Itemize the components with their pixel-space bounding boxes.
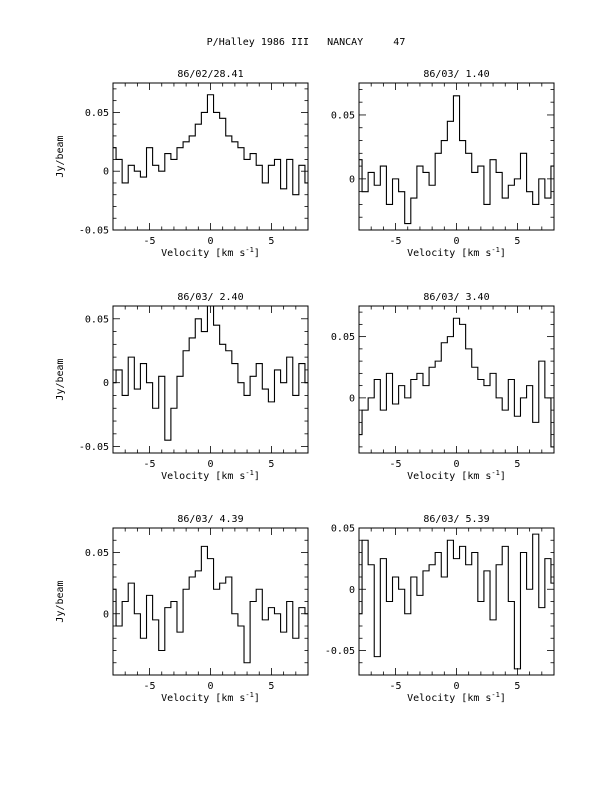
x-axis-label: Velocity [km s-1] bbox=[161, 246, 260, 259]
page-title: P/Halley 1986 III NANCAY 47 bbox=[206, 37, 406, 48]
y-tick-label: 0.05 bbox=[85, 548, 109, 559]
x-tick-label: 0 bbox=[453, 236, 459, 247]
spectrum-line bbox=[113, 305, 308, 441]
y-axis-label: Jy/beam bbox=[55, 358, 66, 400]
panel-title: 86/03/ 3.40 bbox=[423, 292, 489, 303]
plot-frame bbox=[112, 82, 309, 231]
y-axis-label: Jy/beam bbox=[55, 135, 66, 177]
spectrum-line bbox=[359, 317, 554, 448]
x-tick-label: 5 bbox=[268, 236, 274, 247]
panel-title: 86/03/ 1.40 bbox=[423, 69, 489, 80]
y-tick-label: 0 bbox=[349, 393, 355, 404]
plot-frame bbox=[358, 305, 555, 454]
x-tick-label: -5 bbox=[144, 459, 156, 470]
x-tick-label: 0 bbox=[207, 459, 213, 470]
x-axis-label: Velocity [km s-1] bbox=[161, 469, 260, 482]
y-tick-label: -0.05 bbox=[325, 646, 355, 657]
spectrum-line bbox=[113, 94, 308, 196]
y-tick-label: 0.05 bbox=[85, 314, 109, 325]
x-axis-label: Velocity [km s-1] bbox=[407, 469, 506, 482]
y-tick-label: 0.05 bbox=[331, 524, 355, 535]
x-tick-label: -5 bbox=[144, 236, 156, 247]
y-tick-label: 0 bbox=[103, 609, 109, 620]
x-tick-label: -5 bbox=[390, 236, 402, 247]
x-tick-label: 5 bbox=[268, 681, 274, 692]
x-tick-label: 0 bbox=[453, 459, 459, 470]
x-tick-label: 0 bbox=[207, 681, 213, 692]
y-tick-label: -0.05 bbox=[79, 442, 109, 453]
panel-1: 86/02/28.41 -5 0 5 -0.05 0 0.05 Velocity [km s-… bbox=[55, 69, 309, 259]
panel-title: 86/02/28.41 bbox=[177, 69, 243, 80]
x-tick-label: 0 bbox=[453, 681, 459, 692]
panel-title: 86/03/ 2.40 bbox=[177, 292, 243, 303]
panel-2: 86/03/ 1.40 -5 0 5 0 0.05 Velocity [km s-1] bbox=[331, 69, 555, 259]
y-tick-label: 0 bbox=[103, 378, 109, 389]
y-axis-label: Jy/beam bbox=[55, 580, 66, 622]
x-tick-label: 5 bbox=[514, 459, 520, 470]
panel-3: 86/03/ 2.40 -5 0 5 -0.05 0 0.05 Velocity [km s-… bbox=[55, 292, 309, 482]
y-tick-label: 0 bbox=[349, 174, 355, 185]
x-axis-label: Velocity [km s-1] bbox=[407, 691, 506, 704]
y-tick-label: 0.05 bbox=[331, 332, 355, 343]
x-tick-label: -5 bbox=[390, 459, 402, 470]
panel-title: 86/03/ 4.39 bbox=[177, 514, 243, 525]
x-tick-label: 5 bbox=[514, 236, 520, 247]
x-tick-label: 5 bbox=[268, 459, 274, 470]
y-tick-label: 0 bbox=[103, 167, 109, 178]
panel-title: 86/03/ 5.39 bbox=[423, 514, 489, 525]
y-tick-label: 0 bbox=[349, 585, 355, 596]
y-tick-label: -0.05 bbox=[79, 226, 109, 237]
plot-frame bbox=[358, 82, 555, 231]
panel-4: 86/03/ 3.40 -5 0 5 0 0.05 Velocity [km s-1] bbox=[331, 292, 555, 482]
x-tick-label: 0 bbox=[207, 236, 213, 247]
x-axis-label: Velocity [km s-1] bbox=[407, 246, 506, 259]
panel-5: 86/03/ 4.39 -5 0 5 0 0.05 Velocity [km s-1] Jy/… bbox=[55, 514, 309, 704]
spectrum-line bbox=[359, 533, 554, 670]
plot-frame bbox=[112, 305, 309, 454]
x-tick-label: -5 bbox=[144, 681, 156, 692]
y-tick-label: 0.05 bbox=[85, 108, 109, 119]
plot-frame bbox=[112, 527, 309, 676]
spectrum-line bbox=[359, 95, 554, 225]
panel-6: 86/03/ 5.39 -5 0 5 -0.05 0 0.05 Velocity [km s-… bbox=[325, 514, 555, 704]
y-tick-label: 0.05 bbox=[331, 110, 355, 121]
spectrum-line bbox=[113, 545, 308, 664]
x-tick-label: -5 bbox=[390, 681, 402, 692]
x-tick-label: 5 bbox=[514, 681, 520, 692]
x-axis-label: Velocity [km s-1] bbox=[161, 691, 260, 704]
